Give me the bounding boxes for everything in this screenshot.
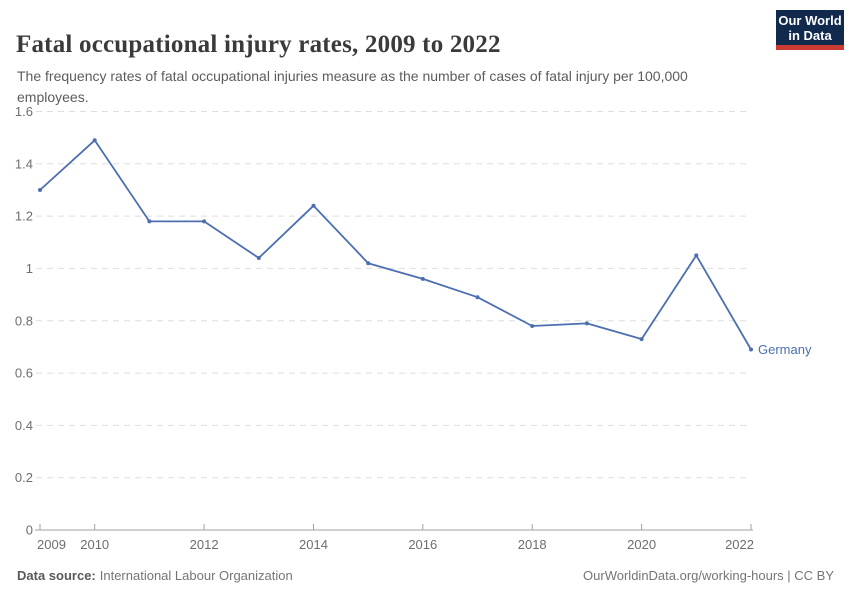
data-source-value: International Labour Organization	[99, 568, 293, 583]
svg-text:0.2: 0.2	[15, 470, 33, 485]
x-axis-tick-labels: 2009 2010 2012 2014 2016 2018 2020 2022	[37, 537, 754, 552]
data-source: Data source: International Labour Organiz…	[17, 568, 293, 583]
svg-text:0.4: 0.4	[15, 418, 33, 433]
data-source-label: Data source:	[17, 568, 96, 583]
y-gridlines	[36, 111, 746, 479]
svg-text:2012: 2012	[190, 537, 219, 552]
svg-text:2020: 2020	[627, 537, 656, 552]
svg-text:0: 0	[26, 523, 33, 538]
svg-text:1.6: 1.6	[15, 104, 33, 119]
svg-text:2018: 2018	[518, 537, 547, 552]
svg-text:1.2: 1.2	[15, 209, 33, 224]
y-axis-tick-labels: 0 0.2 0.4 0.6 0.8 1 1.2 1.4 1.6	[15, 104, 33, 538]
series-entity-label: Germany	[758, 342, 812, 357]
owid-logo: Our World in Data	[776, 10, 844, 50]
x-axis	[35, 524, 753, 531]
svg-text:0.8: 0.8	[15, 313, 33, 328]
svg-text:0.6: 0.6	[15, 366, 33, 381]
svg-text:1: 1	[26, 261, 33, 276]
owid-logo-line2: in Data	[788, 27, 832, 43]
series-line	[39, 139, 752, 350]
svg-text:1.4: 1.4	[15, 156, 33, 171]
series-point-markers	[38, 138, 753, 352]
chart-subtitle: The frequency rates of fatal occupationa…	[17, 68, 688, 105]
page-title: Fatal occupational injury rates, 2009 to…	[16, 30, 501, 58]
attribution: OurWorldinData.org/working-hours | CC BY	[583, 568, 834, 583]
chart-footer: Data source: International Labour Organiz…	[17, 568, 834, 583]
owid-logo-line1: Our World	[778, 12, 842, 28]
svg-text:2014: 2014	[299, 537, 328, 552]
svg-text:2010: 2010	[80, 537, 109, 552]
svg-text:2009: 2009	[37, 537, 66, 552]
svg-text:2022: 2022	[725, 537, 754, 552]
svg-text:2016: 2016	[408, 537, 437, 552]
svg-text:Germany: Germany	[758, 342, 812, 357]
